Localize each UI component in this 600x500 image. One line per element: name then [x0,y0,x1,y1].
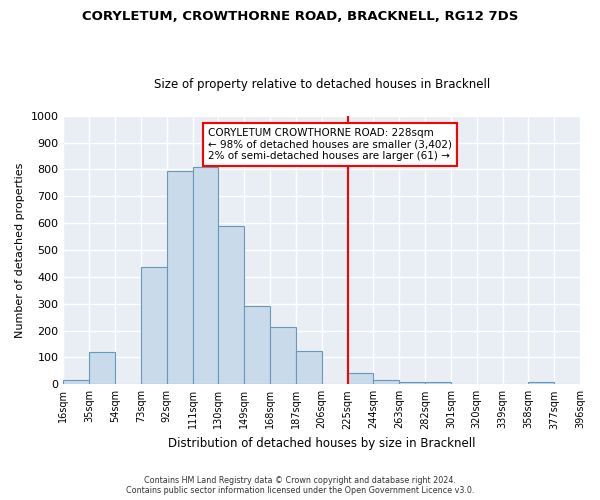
Bar [193,168,218,384]
Title: Size of property relative to detached houses in Bracknell: Size of property relative to detached ho… [154,78,490,91]
X-axis label: Distribution of detached houses by size in Bracknell: Distribution of detached houses by size … [168,437,475,450]
Bar [399,382,425,384]
Bar [64,380,89,384]
Bar [529,382,554,384]
Text: CORYLETUM CROWTHORNE ROAD: 228sqm
← 98% of detached houses are smaller (3,402)
2: CORYLETUM CROWTHORNE ROAD: 228sqm ← 98% … [208,128,452,161]
Bar [244,306,270,384]
Bar [89,352,115,384]
Bar [270,326,296,384]
Bar [347,373,373,384]
Bar [141,268,167,384]
Bar [373,380,399,384]
Text: CORYLETUM, CROWTHORNE ROAD, BRACKNELL, RG12 7DS: CORYLETUM, CROWTHORNE ROAD, BRACKNELL, R… [82,10,518,23]
Bar [218,226,244,384]
Y-axis label: Number of detached properties: Number of detached properties [15,162,25,338]
Bar [296,350,322,384]
Bar [167,171,193,384]
Bar [425,382,451,384]
Text: Contains HM Land Registry data © Crown copyright and database right 2024.
Contai: Contains HM Land Registry data © Crown c… [126,476,474,495]
